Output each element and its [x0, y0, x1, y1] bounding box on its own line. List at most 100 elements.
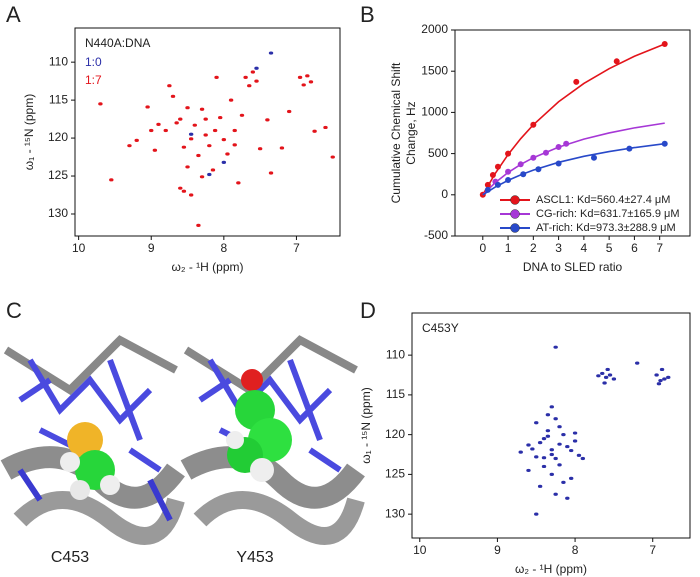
peak [250, 70, 256, 74]
peak [207, 144, 212, 148]
plot-frame [74, 27, 341, 237]
peak [192, 123, 197, 127]
x-axis-label: ω₂ - ¹H (ppm) [171, 260, 243, 274]
peak [301, 83, 306, 87]
peak [312, 129, 317, 133]
peak [188, 193, 194, 197]
peak [174, 121, 179, 125]
peak [656, 382, 662, 386]
peak [534, 455, 539, 459]
peak [634, 361, 640, 365]
data-point [535, 166, 542, 173]
peak [221, 160, 227, 164]
x-tick-label: 1 [505, 241, 512, 255]
structure-label: C453 [51, 549, 89, 566]
peak [549, 452, 554, 457]
data-point [505, 150, 512, 157]
panel-letter: A [6, 2, 21, 27]
peak [572, 431, 578, 435]
y-tick-label: 2000 [421, 22, 448, 36]
peak [163, 128, 168, 133]
peak [152, 148, 158, 152]
structure-label: Y453 [236, 549, 273, 566]
peak [297, 75, 303, 79]
structure-panel: C C453 Y453 [0, 298, 365, 566]
data-point [484, 186, 491, 193]
peak [196, 223, 201, 227]
peak [181, 189, 187, 193]
data-point [484, 181, 491, 188]
peak [654, 373, 659, 377]
y-tick-label: -500 [424, 228, 448, 242]
chart-panel: D 10 9 8 7 110 115 120 125 130 ω₂ - ¹H (ppm) ω₁ - ¹… [359, 298, 691, 576]
data-point [494, 163, 501, 170]
legend-label: CG-rich: Kd=631.7±165.9 μM [536, 208, 680, 220]
peak [549, 448, 554, 452]
peak [199, 107, 205, 111]
x-tick-label: 8 [572, 543, 579, 557]
peak [268, 51, 274, 55]
peak [666, 375, 671, 379]
peak [207, 172, 212, 177]
peak [605, 367, 610, 372]
peak [196, 153, 201, 158]
panel-letter: D [360, 298, 376, 323]
x-tick-label: 7 [656, 241, 663, 255]
peak [659, 367, 665, 372]
data-point [590, 154, 597, 161]
peak [279, 146, 285, 150]
peak [603, 375, 609, 379]
panel-letter: B [360, 2, 375, 27]
legend-label: AT-rich: Kd=973.3±288.9 μM [536, 222, 676, 234]
peak [185, 106, 190, 110]
peak [526, 468, 531, 473]
legend-label: 1:7 [85, 73, 102, 87]
peak [149, 128, 154, 133]
peak [553, 417, 558, 421]
peak [662, 377, 667, 381]
peak [167, 84, 172, 88]
peak [545, 429, 551, 433]
x-tick-label: 0 [479, 241, 486, 255]
peak [257, 147, 263, 151]
peak [557, 463, 562, 467]
peak [596, 374, 601, 378]
y-axis-label: Cumulative Chemical Shift [389, 62, 403, 203]
peak [232, 128, 237, 133]
data-point [555, 160, 562, 167]
x-tick-label: 6 [631, 241, 638, 255]
peak [580, 456, 586, 461]
x-tick-label: 7 [649, 543, 656, 557]
peak [236, 181, 241, 185]
peak [178, 186, 183, 190]
peak [239, 113, 245, 117]
y-tick-label: 125 [48, 168, 68, 182]
panel-letter: C [6, 298, 22, 323]
y-axis-label: Change, Hz [404, 101, 418, 164]
peak [572, 439, 578, 443]
x-tick-label: 4 [581, 241, 588, 255]
peak [330, 155, 335, 159]
peak [541, 464, 547, 469]
data-point [613, 58, 620, 65]
y-tick-label: 110 [386, 347, 405, 361]
fit-line [482, 142, 665, 196]
peak [254, 66, 259, 70]
peak [210, 168, 216, 172]
structure-y453 [180, 328, 365, 545]
data-point [542, 149, 549, 156]
x-tick-label: 10 [72, 241, 86, 255]
peak [265, 118, 270, 122]
peak [518, 450, 523, 454]
data-point [530, 154, 537, 161]
peak [549, 472, 554, 476]
peak [537, 440, 543, 445]
peak [156, 122, 161, 127]
peak [561, 480, 566, 484]
peak [607, 373, 613, 377]
x-tick-label: 9 [148, 241, 155, 255]
peak [545, 413, 551, 417]
peak [553, 345, 558, 349]
peak [188, 137, 194, 141]
y-tick-label: 115 [49, 92, 68, 106]
